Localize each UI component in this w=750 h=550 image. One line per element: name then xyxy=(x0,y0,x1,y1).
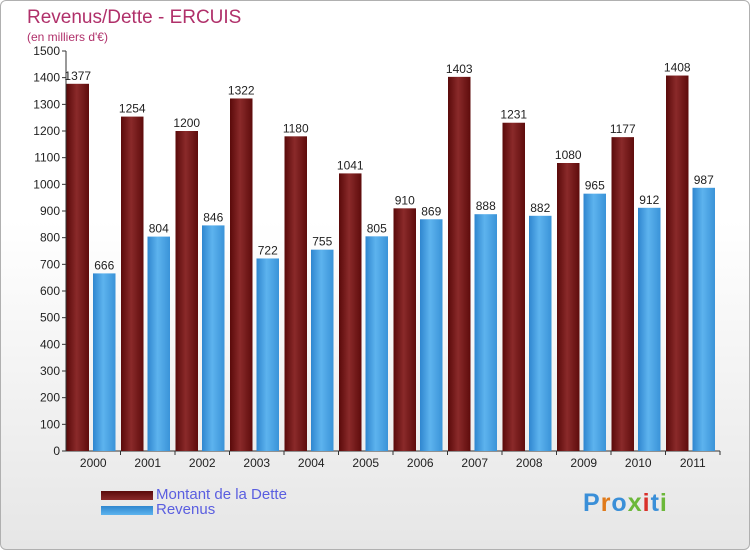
bar-revenus-value-label: 804 xyxy=(149,222,169,236)
bar-revenus-value-label: 888 xyxy=(476,199,496,213)
bar-debt xyxy=(448,76,471,451)
bar-debt xyxy=(230,98,253,451)
bar-revenus-value-label: 869 xyxy=(421,204,441,218)
y-tick-label: 800 xyxy=(40,231,60,245)
bar-revenus xyxy=(93,273,116,451)
y-tick-label: 400 xyxy=(40,337,60,351)
bar-revenus-value-label: 987 xyxy=(694,173,714,187)
y-tick-label: 1200 xyxy=(33,124,60,138)
bar-revenus xyxy=(583,193,606,451)
bar-debt-value-label: 1231 xyxy=(500,108,527,122)
bar-debt xyxy=(175,131,198,451)
x-tick-label: 2002 xyxy=(189,456,216,470)
bar-revenus-value-label: 666 xyxy=(94,258,114,272)
x-tick-label: 2009 xyxy=(570,456,597,470)
bar-revenus-value-label: 805 xyxy=(367,221,387,235)
y-tick-label: 900 xyxy=(40,204,60,218)
bar-debt xyxy=(557,163,580,451)
bar-debt-value-label: 1180 xyxy=(283,121,309,135)
bar-revenus xyxy=(365,236,388,451)
bar-debt xyxy=(502,122,525,451)
proxiti-logo: Proxiti xyxy=(583,489,668,517)
legend-swatch-revenus xyxy=(101,506,153,515)
bar-revenus xyxy=(256,258,279,451)
bar-revenus-value-label: 912 xyxy=(639,193,659,207)
bar-debt-value-label: 1200 xyxy=(173,116,200,130)
y-tick-label: 0 xyxy=(53,444,60,458)
bar-revenus-value-label: 965 xyxy=(585,179,605,193)
bar-revenus xyxy=(529,215,552,451)
y-tick-label: 300 xyxy=(40,364,60,378)
bar-revenus-value-label: 755 xyxy=(312,235,332,249)
bar-revenus xyxy=(474,214,497,451)
bar-debt xyxy=(611,137,634,451)
x-tick-label: 2011 xyxy=(680,456,706,470)
x-tick-label: 2006 xyxy=(407,456,434,470)
bar-revenus xyxy=(311,249,334,451)
bar-debt xyxy=(66,83,89,452)
bar-debt xyxy=(666,75,689,452)
bar-debt-value-label: 1377 xyxy=(64,69,91,83)
x-tick-label: 2005 xyxy=(352,456,379,470)
bar-debt xyxy=(284,136,307,452)
y-tick-label: 500 xyxy=(40,311,60,325)
legend-label-debt: Montant de la Dette xyxy=(156,486,287,503)
y-tick-label: 1000 xyxy=(33,177,60,191)
y-tick-label: 1500 xyxy=(33,44,60,58)
bar-debt-value-label: 1254 xyxy=(119,102,146,116)
y-tick-label: 100 xyxy=(40,417,60,431)
bar-revenus xyxy=(420,219,443,451)
bar-debt xyxy=(121,116,144,451)
legend-swatch-debt xyxy=(101,491,153,500)
x-tick-label: 2004 xyxy=(298,456,325,470)
bar-debt-value-label: 1080 xyxy=(555,148,582,162)
bar-revenus xyxy=(147,236,170,451)
x-tick-label: 2003 xyxy=(243,456,270,470)
bar-revenus xyxy=(692,187,715,452)
y-tick-label: 200 xyxy=(40,391,60,405)
x-tick-label: 2007 xyxy=(461,456,488,470)
bar-debt-value-label: 1408 xyxy=(664,61,691,75)
bar-debt xyxy=(393,208,416,451)
y-tick-label: 1100 xyxy=(34,151,60,165)
chart-subtitle: (en milliers d'€) xyxy=(27,30,108,44)
bar-revenus-value-label: 846 xyxy=(203,210,223,224)
x-tick-label: 2000 xyxy=(80,456,107,470)
bar-debt-value-label: 1403 xyxy=(446,62,473,76)
bar-revenus-value-label: 882 xyxy=(530,201,550,215)
bar-debt-value-label: 1177 xyxy=(610,122,636,136)
bar-debt-value-label: 1041 xyxy=(337,158,364,172)
x-tick-label: 2001 xyxy=(134,456,161,470)
bar-revenus xyxy=(638,207,661,451)
chart-title: Revenus/Dette - ERCUIS xyxy=(27,7,242,28)
y-tick-label: 1300 xyxy=(33,97,60,111)
bar-debt-value-label: 910 xyxy=(395,193,415,207)
bar-revenus-value-label: 722 xyxy=(258,243,278,257)
bar-revenus xyxy=(202,225,225,451)
y-tick-label: 1400 xyxy=(33,71,60,85)
x-tick-label: 2010 xyxy=(625,456,652,470)
legend-label-revenus: Revenus xyxy=(156,501,216,518)
bar-debt-value-label: 1322 xyxy=(228,83,255,97)
bar-debt xyxy=(339,173,362,451)
y-tick-label: 700 xyxy=(40,257,60,271)
x-tick-label: 2008 xyxy=(516,456,543,470)
y-tick-label: 600 xyxy=(40,284,60,298)
